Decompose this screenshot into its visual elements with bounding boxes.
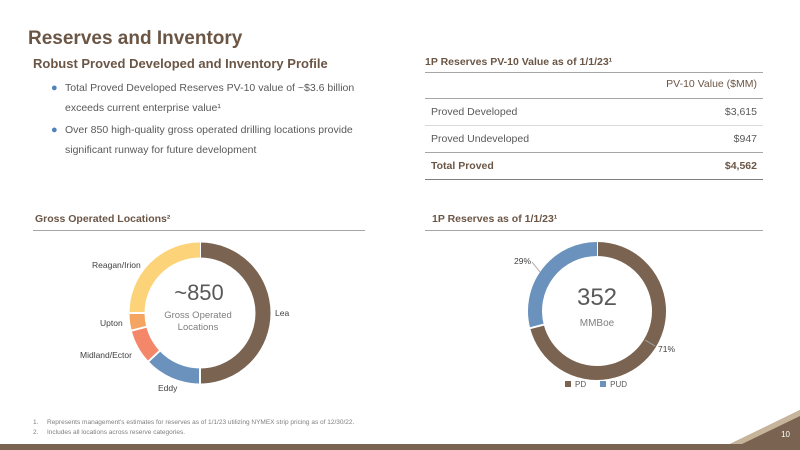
legend-label: PD [575,380,587,389]
page-title: Reserves and Inventory [28,28,243,49]
donut-slice-pd [530,242,666,380]
donut-slice-pud [528,242,598,329]
table-row: Proved Undeveloped $947 [425,126,763,152]
footnotes: 1. Represents management’s estimates for … [33,418,354,438]
locations-center-value: ~850 [174,280,224,305]
slice-separator [147,349,161,363]
legend-swatch [565,381,571,387]
legend-item-pd: PD [565,380,586,389]
row-value: $3,615 [724,106,757,118]
donut-slice-eddy [148,350,201,384]
donut-slice-lea [199,242,271,384]
page-subtitle: Robust Proved Developed and Inventory Pr… [33,56,328,71]
reserves-center-value: 352 [576,284,618,311]
footnote-text: Includes all locations across reserve ca… [47,429,186,436]
divider [425,72,763,73]
data-label-pud: 29% [514,256,532,266]
bullet-dot-icon: ● [51,82,58,94]
footnote: 1. Represents management’s estimates for … [33,418,354,428]
bullet-text: Total Proved Developed Reserves PV-10 va… [65,82,355,114]
table-column-header: PV-10 Value ($MM) [666,78,757,90]
donut-slice-midland-ector [131,326,160,362]
label-lea: Lea [275,308,290,318]
label-upton: Upton [100,318,123,328]
footnote: 2. Includes all locations across reserve … [33,428,354,438]
footnote-number: 2. [33,429,39,436]
divider [425,152,763,153]
leader-line [644,339,656,347]
locations-chart-title: Gross Operated Locations² [35,213,171,225]
bullet-item: ● Over 850 high-quality gross operated dr… [33,120,383,160]
reserves-chart-title: 1P Reserves as of 1/1/23¹ [432,213,558,225]
row-label: Proved Undeveloped [431,133,530,145]
bullet-text: Over 850 high-quality gross operated dri… [65,124,353,156]
footer-bar [0,410,800,450]
footer-band-shape [0,410,800,450]
row-label: Total Proved [431,160,494,172]
table-row: Proved Developed $3,615 [425,99,763,125]
divider [425,125,763,126]
slice-separator [528,323,545,330]
label-eddy: Eddy [158,383,178,393]
bullet-list: ● Total Proved Developed Reserves PV-10 v… [33,78,383,162]
label-midland-ector: Midland/Ector [80,350,132,360]
divider [425,230,763,231]
footnote-text: Represents management’s estimates for re… [47,419,355,426]
bullet-item: ● Total Proved Developed Reserves PV-10 v… [33,78,383,118]
donut-slice-reagan-irion [129,242,201,314]
data-label-pd: 71% [658,344,676,354]
divider [425,98,763,99]
reserves-center-unit: MMBoe [579,318,615,329]
divider [33,230,365,231]
leader-line [531,261,541,273]
row-value: $4,562 [724,160,757,172]
reserves-table-title: 1P Reserves PV-10 Value as of 1/1/23¹ [425,56,613,68]
table-row-total: Total Proved $4,562 [425,153,763,179]
legend-label: PUD [610,380,628,389]
footnote-number: 1. [33,419,39,426]
legend-swatch [600,381,607,387]
row-value: $947 [733,133,757,145]
slice-separator [130,325,148,332]
row-label: Proved Developed [431,106,518,118]
center-label-line: Gross Operated [164,310,232,321]
reserves-legend: PD PUD [565,380,627,389]
divider [425,179,763,180]
legend-item-pud: PUD [600,380,627,389]
center-label-line: Locations [177,322,219,333]
page-number: 10 [781,430,790,439]
bullet-dot-icon: ● [51,124,58,136]
locations-center-label: Gross Operated Locations [152,310,244,334]
footer-accent-shape [730,410,800,444]
label-reagan-irion: Reagan/Irion [92,260,141,270]
reserves-table: PV-10 Value ($MM) Proved Developed $3,61… [425,70,763,180]
